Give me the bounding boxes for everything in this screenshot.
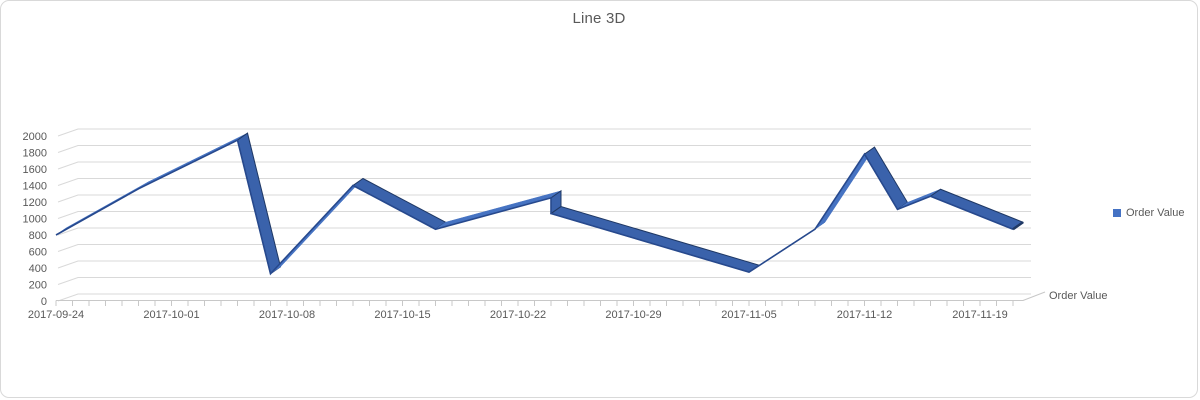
gridline: [57, 194, 1031, 203]
series-ribbon-segment: [236, 132, 282, 275]
gridline: [57, 178, 1031, 186]
x-axis-label: 2017-10-29: [605, 309, 661, 321]
x-axis-label: 2017-10-01: [143, 309, 199, 321]
series-ribbon-segment: [352, 177, 447, 230]
x-axis-label: 2017-11-12: [837, 309, 892, 321]
x-axis-label: 2017-09-24: [28, 309, 84, 321]
legend-label: Order Value: [1126, 207, 1185, 219]
series-end-cap: [1012, 221, 1024, 231]
series-front-edge: [55, 138, 1014, 276]
y-axis-label: 1200: [23, 197, 47, 209]
y-axis-label: 200: [29, 280, 47, 292]
gridline: [57, 293, 1031, 302]
y-axis-label: 800: [29, 230, 47, 242]
gridline: [57, 260, 1031, 269]
y-axis-label: 1600: [23, 164, 47, 176]
x-axis-label: 2017-10-08: [259, 309, 315, 321]
gridline: [57, 227, 1031, 236]
gridline: [57, 211, 1031, 219]
y-axis-label: 0: [41, 296, 47, 308]
depth-axis-label: Order Value: [1049, 290, 1108, 302]
x-axis-label: 2017-11-05: [721, 309, 776, 321]
x-axis-ticks: [55, 291, 1046, 306]
x-axis-label: 2017-10-22: [490, 309, 546, 321]
y-axis-label: 400: [29, 263, 47, 275]
gridline: [57, 145, 1031, 153]
y-axis-label: 1800: [23, 148, 47, 160]
x-axis-label: 2017-10-15: [374, 309, 430, 321]
gridline: [57, 128, 1031, 137]
y-axis-label: 600: [29, 247, 47, 259]
gridline: [57, 277, 1031, 285]
y-axis-label: 2000: [23, 131, 47, 143]
legend-marker-icon: [1113, 209, 1121, 217]
chart-title: Line 3D: [572, 10, 626, 27]
legend: Order Value: [1113, 207, 1185, 219]
gridline: [57, 161, 1031, 170]
series-ribbon-segment: [549, 206, 761, 273]
y-axis-label: 1000: [23, 214, 47, 226]
x-axis-label: 2017-11-19: [952, 309, 1007, 321]
y-axis-label: 1400: [23, 181, 47, 193]
gridline: [57, 244, 1031, 252]
